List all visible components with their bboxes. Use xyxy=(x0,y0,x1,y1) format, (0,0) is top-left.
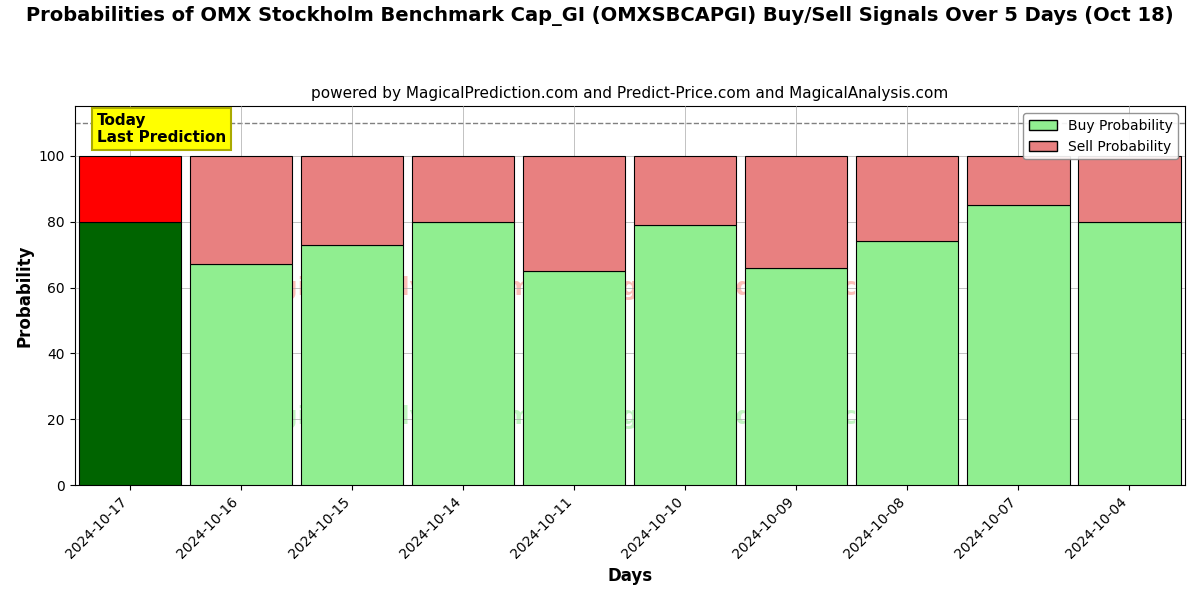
Bar xyxy=(1079,221,1181,485)
Bar xyxy=(79,221,181,485)
Text: Probabilities of OMX Stockholm Benchmark Cap_GI (OMXSBCAPGI) Buy/Sell Signals Ov: Probabilities of OMX Stockholm Benchmark… xyxy=(26,6,1174,26)
Bar xyxy=(301,245,403,485)
Bar xyxy=(1079,156,1181,221)
Text: MagicalPrediction.com: MagicalPrediction.com xyxy=(581,276,901,300)
Bar xyxy=(745,156,847,268)
Bar xyxy=(745,268,847,485)
Bar xyxy=(857,241,959,485)
Bar xyxy=(967,205,1069,485)
Y-axis label: Probability: Probability xyxy=(16,244,34,347)
Text: MagicalAnalysis.com: MagicalAnalysis.com xyxy=(239,405,533,429)
Bar xyxy=(523,271,625,485)
Bar xyxy=(190,265,293,485)
X-axis label: Days: Days xyxy=(607,567,653,585)
Bar xyxy=(523,156,625,271)
Bar xyxy=(635,225,737,485)
Legend: Buy Probability, Sell Probability: Buy Probability, Sell Probability xyxy=(1024,113,1178,160)
Title: powered by MagicalPrediction.com and Predict-Price.com and MagicalAnalysis.com: powered by MagicalPrediction.com and Pre… xyxy=(311,86,948,101)
Bar xyxy=(857,156,959,241)
Bar xyxy=(412,221,515,485)
Text: MagicalAnalysis.com: MagicalAnalysis.com xyxy=(239,276,533,300)
Bar xyxy=(79,156,181,221)
Bar xyxy=(412,156,515,221)
Bar xyxy=(301,156,403,245)
Bar xyxy=(635,156,737,225)
Text: Today
Last Prediction: Today Last Prediction xyxy=(97,113,226,145)
Bar xyxy=(190,156,293,265)
Bar xyxy=(967,156,1069,205)
Text: MagicalPrediction.com: MagicalPrediction.com xyxy=(581,405,901,429)
